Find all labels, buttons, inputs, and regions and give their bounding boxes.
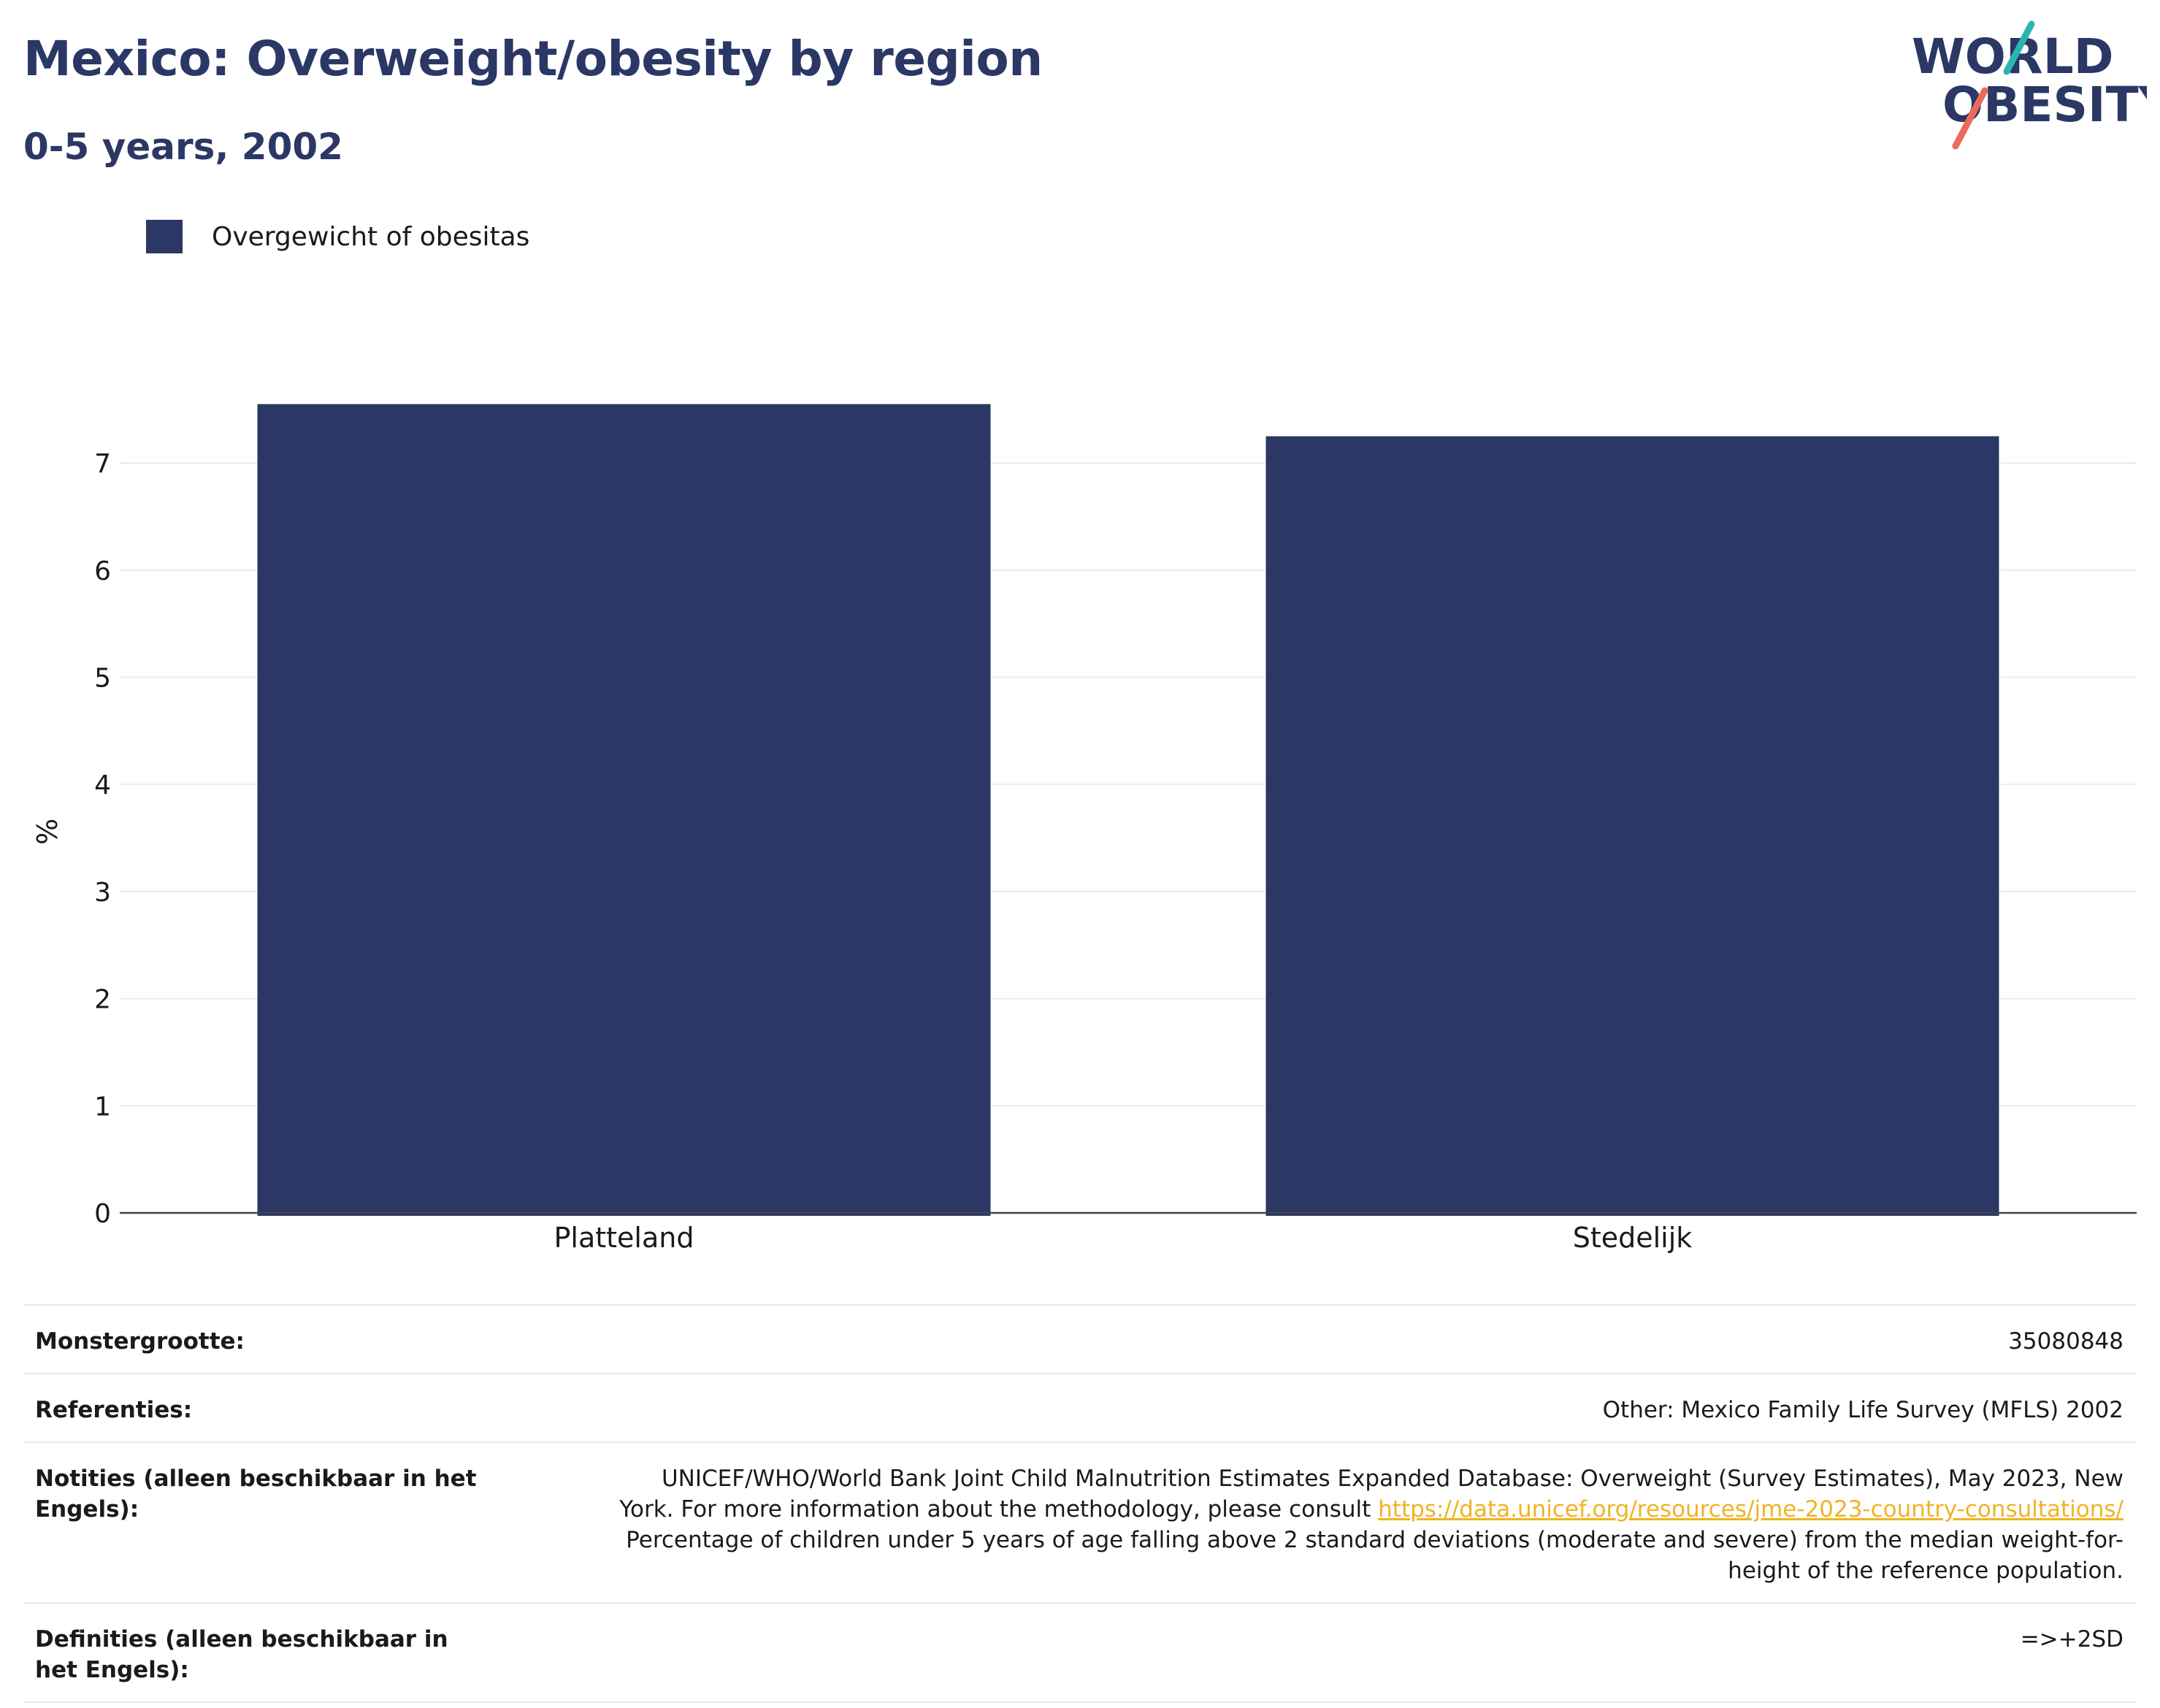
notes-text-1: UNICEF/WHO/World Bank Joint Child Malnut…: [619, 1466, 2123, 1523]
definitions-label: Definities (alleen beschikbaar in het En…: [35, 1626, 448, 1683]
x-tick-label: Stedelijk: [1573, 1222, 1693, 1254]
references-label: Referenties:: [35, 1397, 193, 1423]
y-tick-label: 5: [94, 664, 111, 694]
y-tick-label: 4: [94, 770, 111, 800]
meta-row-references: Referenties: Other: Mexico Family Life S…: [23, 1374, 2137, 1443]
world-obesity-logo: WORLD OBESITY: [1912, 20, 2147, 150]
y-tick-label: 2: [94, 985, 111, 1015]
page-subtitle: 0-5 years, 2002: [23, 126, 343, 168]
legend-label: Overgewicht of obesitas: [212, 221, 530, 252]
logo-slash-coral: [1952, 87, 1988, 150]
legend-swatch: [146, 220, 183, 253]
y-tick-label: 7: [94, 449, 111, 479]
sample-size-label: Monstergrootte:: [35, 1328, 245, 1355]
sample-size-value: 35080848: [2008, 1328, 2123, 1355]
references-value: Other: Mexico Family Life Survey (MFLS) …: [1602, 1397, 2123, 1423]
notes-label: Notities (alleen beschikbaar in het Enge…: [35, 1466, 477, 1523]
meta-row-sample-size: Monstergrootte: 35080848: [23, 1306, 2137, 1374]
meta-row-notes: Notities (alleen beschikbaar in het Enge…: [23, 1443, 2137, 1604]
definitions-value: =>+2SD: [2020, 1626, 2123, 1653]
notes-text-2: Percentage of children under 5 years of …: [626, 1527, 2123, 1584]
y-tick-label: 1: [94, 1092, 111, 1122]
legend[interactable]: Overgewicht of obesitas: [146, 218, 529, 256]
page-title: Mexico: Overweight/obesity by region: [23, 31, 1043, 87]
logo-slash-teal: [2003, 20, 2035, 75]
logo-word-obesity: OBESITY: [1942, 77, 2147, 133]
y-tick-label: 6: [94, 556, 111, 586]
bar: [257, 404, 991, 1216]
bar: [1265, 436, 1999, 1216]
y-tick-label: 3: [94, 878, 111, 908]
y-axis-title: %: [31, 819, 64, 845]
bar-chart: 0 1 2 3 4 5 6 7 Platteland Stedelijk%: [31, 404, 2137, 1254]
meta-row-definitions: Definities (alleen beschikbaar in het En…: [23, 1604, 2137, 1703]
notes-link[interactable]: https://data.unicef.org/resources/jme-20…: [1378, 1496, 2123, 1523]
y-tick-label: 0: [94, 1199, 111, 1229]
notes-value: UNICEF/WHO/World Bank Joint Child Malnut…: [605, 1463, 2123, 1586]
metadata-table: Monstergrootte: 35080848 Referenties: Ot…: [23, 1304, 2137, 1703]
x-tick-label: Platteland: [554, 1222, 694, 1254]
